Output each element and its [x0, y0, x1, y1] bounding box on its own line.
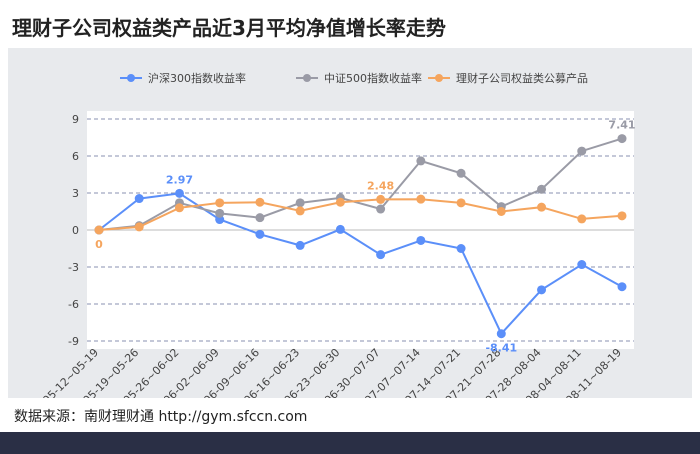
legend-swatch-marker [127, 74, 135, 82]
data-point [376, 204, 386, 214]
data-point [456, 168, 466, 178]
y-tick-label: 6 [72, 150, 79, 163]
data-point [416, 235, 426, 245]
chart-title: 理财子公司权益类产品近3月平均净值增长率走势 [12, 16, 446, 40]
data-point [134, 194, 144, 204]
bottom-bar [0, 432, 700, 454]
line-chart: 9630-3-6-905-12~05-1905-19~05-2605-26~06… [40, 71, 635, 398]
data-point [255, 197, 265, 207]
data-point [174, 203, 184, 213]
series-line [98, 198, 623, 231]
data-point [335, 197, 345, 207]
data-label: 0 [95, 238, 103, 251]
series-line [98, 137, 623, 231]
y-tick-label: 3 [72, 187, 79, 200]
data-point [94, 225, 104, 235]
data-point [496, 329, 506, 339]
data-point [134, 222, 144, 232]
chart-panel: 9 6 3 0 -3 -6 -9 05-12~05-19 05-19~05-26 05-26~06… [8, 48, 692, 398]
data-point [295, 198, 305, 208]
data-point [255, 229, 265, 239]
data-point [617, 282, 627, 292]
y-tick-label: 9 [72, 113, 79, 126]
data-point [617, 211, 627, 221]
y-tick-label: -6 [68, 298, 79, 311]
data-point [174, 188, 184, 198]
data-point [215, 208, 225, 218]
legend-swatch-marker [303, 74, 311, 82]
y-tick-label: -3 [68, 261, 79, 274]
data-point [416, 194, 426, 204]
data-label: -8.41 [485, 342, 517, 355]
series-line [98, 192, 623, 336]
data-point [456, 244, 466, 253]
data-point [295, 240, 305, 250]
legend-swatch-marker [435, 74, 443, 82]
data-label: 2.97 [166, 173, 193, 186]
data-point [537, 285, 547, 295]
legend-label: 理财子公司权益类公募产品 [456, 71, 588, 85]
data-point [537, 202, 547, 212]
data-point [215, 215, 225, 225]
data-point [376, 194, 386, 204]
data-point [376, 250, 386, 260]
data-point [617, 134, 627, 144]
data-point [496, 207, 506, 216]
y-tick-label: -9 [68, 335, 79, 348]
data-point [577, 260, 587, 270]
y-tick-label: 0 [72, 224, 79, 237]
data-label: 7.41 [608, 119, 635, 132]
legend-label: 中证500指数收益率 [324, 71, 422, 85]
data-point [215, 198, 225, 208]
data-source: 数据来源：南财理财通 http://gym.sfccn.com [14, 409, 308, 425]
data-point [537, 184, 547, 194]
data-label: 2.48 [367, 179, 394, 192]
data-point [456, 198, 466, 208]
data-point [255, 213, 265, 223]
data-point [295, 206, 305, 216]
data-point [577, 146, 587, 156]
data-point [335, 224, 345, 234]
data-point [577, 214, 587, 224]
legend-label: 沪深300指数收益率 [148, 71, 246, 85]
data-point [416, 156, 426, 166]
